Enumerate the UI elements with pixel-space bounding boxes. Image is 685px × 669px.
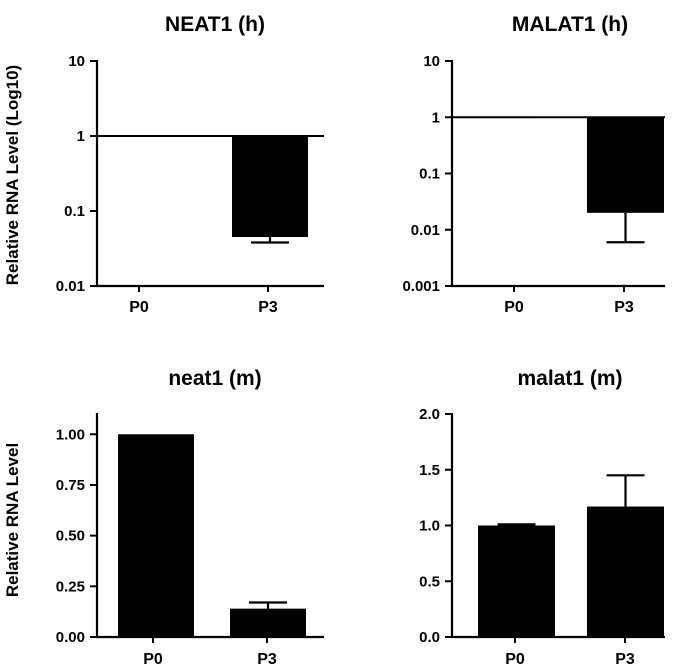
x-tick-label: P0 (504, 299, 524, 316)
x-tick-label: P0 (129, 299, 149, 316)
y-tick-label: 0.1 (64, 203, 85, 220)
y-tick-label: 0.5 (419, 573, 440, 590)
y-tick-label: 10 (68, 53, 85, 70)
bar-p3 (587, 117, 664, 213)
chart-malat1-mouse: malat1 (m) P0 P3 0.0 0.5 1.0 1.5 2.0 (419, 367, 665, 668)
y-tick-label: 0.00 (56, 629, 85, 646)
chart-title: NEAT1 (h) (165, 13, 265, 36)
chart-title: malat1 (m) (517, 367, 622, 390)
bar-p3 (587, 506, 664, 637)
x-tick-label: P0 (505, 651, 525, 668)
y-tick-label: 0.25 (56, 578, 85, 595)
y-tick-label: 1.5 (419, 462, 440, 479)
y-tick-label: 1 (432, 109, 440, 126)
chart-neat1-human: NEAT1 (h) Relative RNA Level (Log10) P0 P… (3, 13, 324, 316)
y-tick-label: 0.01 (411, 222, 440, 239)
y-tick-label: 0.75 (56, 477, 85, 494)
y-tick-label: 10 (423, 53, 440, 70)
x-tick-label: P0 (143, 651, 163, 668)
chart-malat1-human: MALAT1 (h) P0 P3 0.001 0.01 0.1 1 10 (402, 13, 665, 316)
y-tick-label: 1 (77, 128, 85, 145)
bar-p3 (230, 608, 306, 637)
bar-p3 (232, 136, 308, 238)
y-tick-label: 0.1 (419, 166, 440, 183)
x-tick-label: P3 (257, 651, 277, 668)
chart-neat1-mouse: neat1 (m) Relative RNA Level P0 P3 0.00 0.2… (3, 367, 324, 668)
y-tick-label: 0.001 (402, 278, 440, 295)
bar-p0 (118, 434, 194, 637)
bar-p0 (478, 525, 555, 637)
y-tick-label: 2.0 (419, 406, 440, 423)
y-tick-label: 0.50 (56, 528, 85, 545)
y-tick-label: 1.0 (419, 518, 440, 535)
x-tick-label: P3 (615, 651, 635, 668)
chart-title: MALAT1 (h) (512, 13, 628, 36)
y-tick-label: 0.01 (56, 278, 85, 295)
y-tick-label: 0.0 (419, 629, 440, 646)
y-tick-label: 1.00 (56, 426, 85, 443)
chart-title: neat1 (m) (168, 367, 261, 390)
x-tick-label: P3 (258, 299, 278, 316)
y-axis-label: Relative RNA Level (3, 443, 22, 597)
x-tick-label: P3 (614, 299, 634, 316)
y-axis-label: Relative RNA Level (Log10) (3, 65, 22, 285)
